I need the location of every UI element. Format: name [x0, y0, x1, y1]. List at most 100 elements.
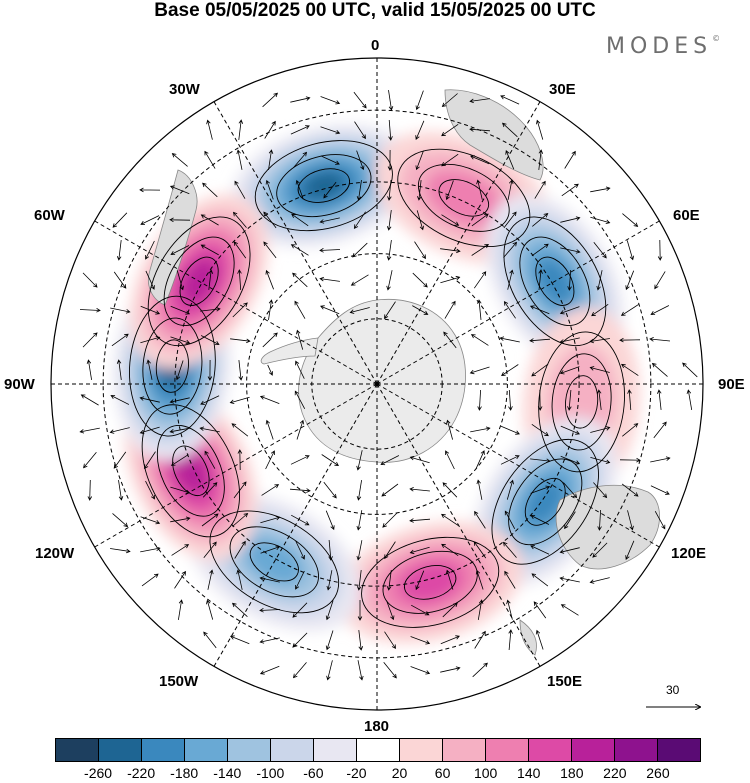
wind-vector-arrow — [477, 299, 482, 320]
south-america-landmass — [148, 169, 198, 306]
wind-vector-arrow — [589, 366, 610, 373]
wind-vector-arrow — [353, 211, 366, 229]
wind-vector-arrow — [441, 153, 459, 167]
colorbar-tick-label: -60 — [303, 765, 324, 781]
wind-vector-arrow — [649, 337, 671, 342]
wind-vector-arrow — [409, 518, 431, 523]
wind-vector-arrow — [296, 419, 305, 440]
wind-vector-arrow — [139, 187, 161, 193]
wind-vector-arrow — [140, 215, 160, 225]
wind-vector-arrow — [446, 419, 453, 440]
wind-vector-arrow — [83, 452, 97, 469]
wind-vector-arrow — [476, 179, 483, 200]
positive-anomaly-center — [337, 521, 524, 644]
modes-brand-logo: MODES© — [606, 34, 720, 59]
wind-vector-arrow — [111, 333, 129, 347]
wind-vector-arrow — [295, 570, 305, 590]
antarctic-peninsula — [260, 337, 319, 365]
wind-vector-arrow — [260, 515, 281, 524]
wind-vector-arrow — [474, 630, 486, 649]
wind-vector-arrow — [233, 481, 247, 499]
wind-vector-arrow — [559, 306, 580, 315]
wind-vector-arrow — [289, 488, 311, 493]
colorbar-tick-label: 260 — [646, 765, 670, 781]
wind-vector-arrow — [383, 661, 397, 679]
wind-vector-arrow — [202, 482, 218, 498]
wind-vector-arrow — [295, 540, 305, 560]
wind-vectors — [79, 90, 698, 681]
wind-vector-arrow — [384, 301, 396, 320]
wind-vector-arrow — [417, 180, 422, 201]
wind-vector-arrow — [207, 569, 214, 590]
colorbar-swatch — [529, 739, 572, 761]
longitude-label-30w: 30W — [169, 81, 200, 98]
wind-vector-arrow — [320, 126, 341, 135]
wind-vector-arrow — [388, 90, 394, 111]
colorbar-swatch — [400, 739, 443, 761]
wind-vector-arrow — [477, 389, 482, 411]
wind-vector-arrow — [320, 155, 340, 165]
wind-vector-arrow — [261, 484, 280, 496]
wind-vector-arrow — [319, 217, 340, 224]
wind-vector-arrow — [470, 426, 491, 433]
wind-vector-arrow — [139, 396, 160, 403]
wind-vector-arrow — [291, 514, 310, 526]
wind-vector-arrow — [530, 458, 551, 463]
wind-vector-arrow — [657, 239, 663, 261]
wind-vector-arrow — [200, 214, 219, 226]
wind-vector-arrow — [86, 359, 92, 380]
map-boundary — [50, 57, 704, 711]
colorbar-tick-label: 20 — [391, 765, 408, 781]
wind-vector-arrow — [560, 455, 581, 465]
wind-vector-arrow — [502, 541, 517, 558]
wind-vector-arrow — [356, 510, 363, 531]
wind-vector-arrow — [200, 244, 219, 256]
wind-vector-arrow — [323, 181, 337, 199]
wind-vector-arrow — [265, 450, 275, 470]
wind-vector-arrow — [445, 450, 455, 470]
wind-vector-arrow — [112, 513, 129, 528]
wind-vector-arrow — [473, 271, 487, 289]
colorbar-swatch — [99, 739, 142, 761]
brand-text: MODES — [606, 34, 713, 59]
colorbar-swatch — [228, 739, 271, 761]
colorbar — [55, 738, 701, 762]
wind-vector-arrow — [654, 271, 666, 290]
wind-vector-arrow — [564, 150, 576, 169]
wind-vector-arrow — [506, 479, 514, 500]
wind-vector-arrow — [560, 216, 581, 223]
wind-vector-arrow — [113, 271, 127, 289]
wind-vector-arrow — [622, 423, 639, 437]
wind-vector-arrow — [238, 119, 244, 140]
wind-vector-arrow — [560, 425, 580, 435]
meridian-line — [376, 383, 541, 667]
wind-vector-arrow — [357, 600, 363, 621]
wind-vector-arrow — [110, 395, 130, 405]
wind-vector-arrow — [651, 362, 668, 377]
wind-vector-arrow — [530, 485, 551, 494]
wind-vector-arrow — [381, 483, 399, 497]
wind-vector-arrow — [382, 512, 398, 528]
wind-vector-arrow — [237, 449, 243, 471]
wind-vector-arrow — [140, 546, 161, 553]
colorbar-swatch — [271, 739, 314, 761]
wind-vector-arrow — [536, 119, 544, 140]
wind-vector-arrow — [356, 480, 362, 501]
wind-vector-arrow — [627, 389, 632, 411]
wind-vector-arrow — [386, 570, 392, 591]
colorbar-tick-label: -180 — [170, 765, 199, 781]
wind-vector-arrow — [200, 307, 221, 312]
wind-vector-arrow — [229, 396, 250, 404]
wind-vector-arrow — [501, 122, 518, 138]
wind-vector-arrow — [409, 455, 430, 464]
wind-vector-arrow — [145, 480, 155, 500]
wind-vector-arrow — [292, 632, 308, 648]
south-pole-marker — [374, 381, 380, 387]
wind-vector-arrow — [409, 546, 430, 555]
wind-vector-arrow — [414, 241, 426, 260]
wind-vector-arrow — [472, 662, 488, 678]
wind-vector-arrow — [567, 389, 572, 411]
wind-vector-arrow — [352, 242, 368, 258]
wind-vector-arrow — [295, 179, 304, 200]
wind-vector-arrow — [112, 212, 128, 228]
